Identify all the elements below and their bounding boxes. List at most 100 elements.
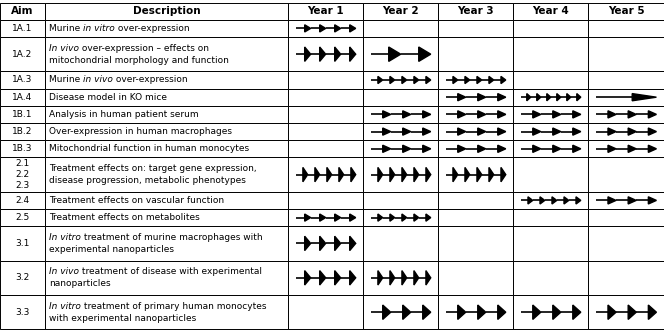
Polygon shape: [498, 111, 506, 118]
Polygon shape: [632, 94, 657, 101]
Bar: [513, 226, 588, 261]
Polygon shape: [339, 167, 344, 182]
Polygon shape: [573, 145, 581, 152]
Bar: [0, 140, 45, 157]
Text: 3.2: 3.2: [15, 273, 30, 282]
Bar: [513, 295, 588, 329]
Polygon shape: [537, 94, 540, 101]
Polygon shape: [378, 167, 382, 182]
Polygon shape: [457, 305, 465, 319]
Polygon shape: [335, 236, 341, 251]
Text: Year 4: Year 4: [533, 6, 569, 16]
Text: in vitro: in vitro: [83, 24, 115, 33]
Polygon shape: [414, 271, 419, 285]
Polygon shape: [501, 167, 506, 182]
Polygon shape: [319, 214, 326, 221]
Text: Year 1: Year 1: [307, 6, 344, 16]
Polygon shape: [402, 76, 407, 84]
Bar: [45, 20, 288, 37]
Bar: [45, 37, 288, 71]
Text: In vitro: In vitro: [49, 233, 81, 242]
Polygon shape: [498, 145, 506, 152]
Bar: [363, 71, 438, 89]
Bar: [363, 226, 438, 261]
Text: treatment of murine macrophages with: treatment of murine macrophages with: [81, 233, 263, 242]
Bar: [45, 226, 288, 261]
Polygon shape: [350, 271, 356, 285]
Bar: [288, 226, 363, 261]
Polygon shape: [403, 128, 411, 135]
Polygon shape: [533, 305, 540, 319]
Text: Mitochondrial function in human monocytes: Mitochondrial function in human monocyte…: [49, 144, 249, 153]
Bar: [288, 209, 363, 226]
Bar: [0, 192, 45, 209]
Bar: [588, 295, 664, 329]
Polygon shape: [414, 76, 419, 84]
Bar: [45, 295, 288, 329]
Polygon shape: [573, 305, 581, 319]
Text: Year 5: Year 5: [608, 6, 645, 16]
Bar: [363, 3, 438, 20]
Polygon shape: [305, 47, 311, 61]
Polygon shape: [498, 94, 506, 101]
Polygon shape: [315, 167, 319, 182]
Bar: [288, 3, 363, 20]
Bar: [588, 37, 664, 71]
Polygon shape: [402, 214, 407, 221]
Polygon shape: [608, 197, 616, 204]
Polygon shape: [378, 271, 382, 285]
Polygon shape: [351, 167, 356, 182]
Polygon shape: [648, 145, 657, 152]
Bar: [588, 192, 664, 209]
Bar: [588, 140, 664, 157]
Bar: [438, 226, 513, 261]
Bar: [0, 3, 45, 20]
Bar: [438, 192, 513, 209]
Polygon shape: [403, 111, 411, 118]
Text: 1A.3: 1A.3: [13, 75, 33, 84]
Bar: [0, 123, 45, 140]
Text: over-expression: over-expression: [115, 24, 190, 33]
Bar: [45, 123, 288, 140]
Text: 1A.2: 1A.2: [13, 50, 33, 59]
Polygon shape: [426, 76, 431, 84]
Polygon shape: [528, 197, 533, 204]
Bar: [363, 261, 438, 295]
Text: Treatment effects on vascular function: Treatment effects on vascular function: [49, 196, 224, 205]
Bar: [288, 192, 363, 209]
Polygon shape: [335, 271, 341, 285]
Polygon shape: [573, 128, 581, 135]
Bar: [513, 140, 588, 157]
Bar: [588, 20, 664, 37]
Bar: [45, 71, 288, 89]
Bar: [513, 3, 588, 20]
Polygon shape: [576, 197, 581, 204]
Polygon shape: [457, 145, 465, 152]
Polygon shape: [608, 128, 616, 135]
Polygon shape: [319, 47, 326, 61]
Text: nanoparticles: nanoparticles: [49, 279, 111, 288]
Polygon shape: [477, 167, 482, 182]
Bar: [513, 157, 588, 192]
Polygon shape: [319, 271, 326, 285]
Bar: [588, 3, 664, 20]
Polygon shape: [414, 214, 419, 221]
Text: mitochondrial morphology and function: mitochondrial morphology and function: [49, 55, 229, 64]
Bar: [513, 106, 588, 123]
Polygon shape: [426, 271, 431, 285]
Bar: [513, 209, 588, 226]
Text: over-expression – effects on: over-expression – effects on: [79, 44, 209, 53]
Bar: [288, 89, 363, 106]
Polygon shape: [423, 305, 431, 319]
Polygon shape: [628, 145, 636, 152]
Text: treatment of disease with experimental: treatment of disease with experimental: [79, 268, 262, 277]
Polygon shape: [426, 167, 431, 182]
Bar: [588, 71, 664, 89]
Bar: [513, 261, 588, 295]
Polygon shape: [553, 305, 561, 319]
Bar: [288, 123, 363, 140]
Bar: [588, 123, 664, 140]
Polygon shape: [350, 214, 356, 221]
Bar: [0, 209, 45, 226]
Bar: [438, 37, 513, 71]
